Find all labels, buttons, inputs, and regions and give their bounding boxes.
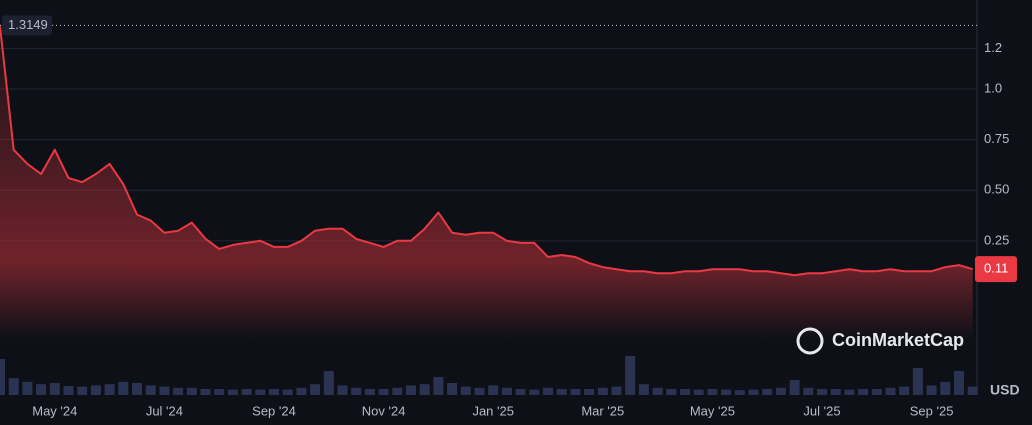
volume-bar	[529, 389, 540, 395]
volume-bar	[90, 385, 101, 395]
volume-bar	[817, 389, 827, 395]
volume-bar	[22, 381, 33, 395]
volume-bar	[118, 381, 129, 395]
volume-bar	[899, 386, 910, 395]
x-tick-label: Nov '24	[362, 403, 406, 418]
volume-bar	[49, 383, 60, 395]
volume-bar	[570, 389, 581, 395]
volume-bar	[885, 387, 896, 395]
watermark: CoinMarketCap	[796, 327, 964, 355]
logo	[796, 327, 824, 355]
volume-bar	[556, 389, 567, 395]
volume-bar	[269, 389, 279, 395]
y-tick-label: 1.0	[984, 80, 1002, 95]
y-tick-label: 0.50	[984, 182, 1009, 197]
volume-bar	[775, 387, 786, 395]
volume-bar	[406, 385, 416, 395]
volume-bar	[310, 384, 321, 395]
volume-bar	[734, 390, 745, 395]
x-tick-label: Jul '25	[803, 403, 840, 418]
volume-bar	[474, 387, 485, 395]
price-area	[0, 26, 973, 341]
volume-bar	[337, 385, 348, 395]
volume-bar	[0, 359, 5, 395]
x-tick-label: May '24	[32, 403, 77, 418]
volume-bar	[159, 386, 170, 395]
volume-bar	[967, 386, 978, 395]
x-tick-label: Jan '25	[472, 403, 514, 418]
y-tick-label: 0.75	[984, 131, 1009, 146]
volume-bar	[433, 377, 444, 395]
current-price-box	[975, 256, 1017, 283]
volume-bar	[940, 381, 951, 395]
volume-bar	[762, 389, 773, 395]
volume-bar	[186, 387, 197, 395]
volume-bar	[954, 371, 964, 395]
volume-bar	[501, 387, 512, 395]
volume-bar	[597, 387, 608, 395]
volume-bar	[419, 384, 430, 395]
volume-bar	[693, 389, 704, 395]
volume-bar	[296, 387, 307, 395]
volume-bar	[543, 387, 553, 395]
volume-bar	[803, 387, 814, 395]
x-tick-label: May '25	[690, 403, 735, 418]
x-tick-label: Mar '25	[581, 403, 624, 418]
y-tick-label: 0.25	[984, 232, 1009, 247]
volume-bar	[488, 385, 499, 395]
volume-bar	[789, 380, 800, 395]
x-tick-label: Sep '24	[252, 403, 296, 418]
volume-bar	[447, 383, 458, 395]
volume-bar	[926, 385, 937, 395]
y-tick-label: 1.2	[984, 40, 1002, 55]
price-line	[0, 26, 973, 277]
volume-bar	[830, 389, 841, 395]
volume-bar	[323, 371, 334, 395]
volume-bar	[858, 389, 869, 395]
current-price-label: 0.11	[984, 261, 1008, 276]
volume-bar	[351, 387, 362, 395]
volume-bar	[132, 383, 142, 395]
volume-bar	[282, 389, 293, 395]
volume-bar	[36, 384, 47, 395]
watermark-text: CoinMarketCap	[832, 330, 964, 350]
volume-bar	[721, 389, 732, 395]
volume-bar	[871, 389, 882, 395]
volume-bar	[460, 386, 471, 395]
volume-bar	[844, 389, 855, 395]
volume-bar	[145, 385, 156, 395]
volume-bar	[680, 389, 690, 395]
volume-bar	[77, 386, 88, 395]
currency-label: USD	[990, 382, 1020, 398]
volume-bar	[8, 378, 19, 395]
volume-bar	[200, 389, 211, 395]
volume-bar	[748, 389, 759, 395]
volume-bar	[255, 389, 266, 395]
volume-bar	[638, 384, 649, 395]
volume-bar	[611, 386, 622, 395]
volume-bar	[214, 389, 225, 395]
volume-bar	[364, 389, 375, 395]
volume-bar	[378, 389, 389, 395]
volume-bar	[515, 389, 526, 395]
x-tick-label: Jul '24	[146, 403, 183, 418]
x-tick-label: Sep '25	[910, 403, 954, 418]
high-price-label: 1.3149	[8, 17, 48, 32]
volume-bar	[912, 368, 923, 395]
volume-bar	[652, 387, 663, 395]
volume-bar	[63, 386, 74, 395]
volume-bar	[241, 389, 252, 395]
high-price-box	[2, 15, 52, 36]
volume-bar	[584, 389, 595, 395]
volume-bar	[707, 389, 718, 395]
volume-bar	[392, 387, 403, 395]
volume-bar	[173, 387, 184, 395]
volume-bar	[666, 389, 677, 395]
volume-bar	[104, 384, 115, 395]
volume-bar	[227, 389, 238, 395]
volume-bar	[625, 356, 636, 395]
